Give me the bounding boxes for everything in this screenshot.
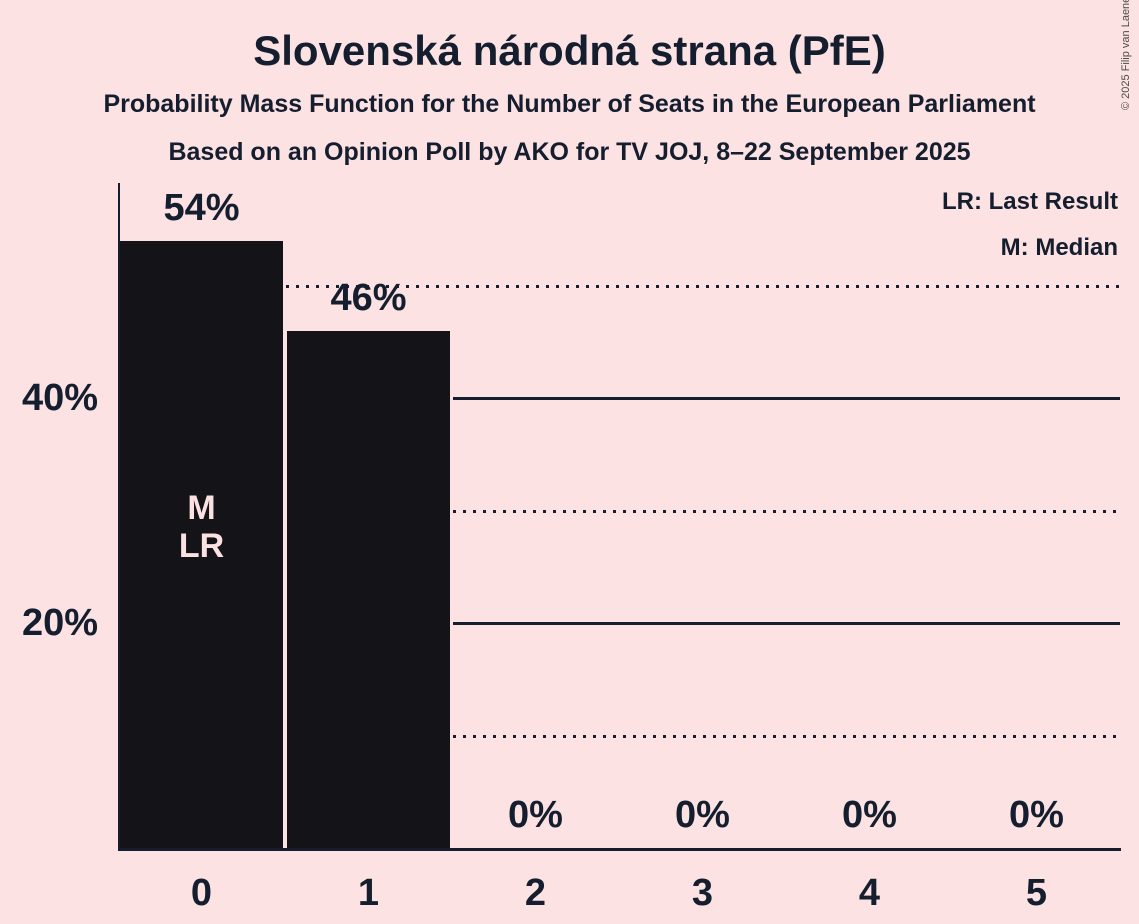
- x-axis-label-3: 3: [691, 872, 714, 914]
- bar-value-label-5: 0%: [1009, 794, 1064, 836]
- chart-subtitle: Probability Mass Function for the Number…: [103, 90, 1036, 118]
- bar-annotation-median-last-result: M LR: [120, 489, 283, 565]
- legend-entry-last-result: LR: Last Result: [941, 188, 1118, 215]
- gridline-dotted-50pct: [286, 284, 1120, 288]
- gridline-solid-40pct: [453, 397, 1120, 400]
- y-axis-line: [118, 183, 120, 851]
- bar-value-label-2: 0%: [508, 794, 563, 836]
- gridline-dotted-30pct: [453, 509, 1120, 513]
- bar-seats-0: [120, 240, 283, 848]
- legend: LR: Last Result M: Median: [942, 179, 1118, 271]
- x-axis-label-0: 0: [190, 872, 213, 914]
- bar-value-label-3: 0%: [675, 794, 730, 836]
- y-axis-label-40pct: 40%: [21, 377, 98, 419]
- bar-value-label-4: 0%: [842, 794, 897, 836]
- chart-source-note: Based on an Opinion Poll by AKO for TV J…: [168, 138, 971, 166]
- bar-seats-1: [287, 330, 450, 848]
- x-axis-label-4: 4: [858, 872, 881, 914]
- x-axis-label-5: 5: [1025, 872, 1048, 914]
- chart-title: Slovenská národná strana (PfE): [253, 27, 886, 74]
- bar-value-label-1: 46%: [330, 276, 407, 319]
- gridline-dotted-10pct: [453, 734, 1120, 738]
- bar-annotation-line-m: M: [187, 489, 216, 527]
- bar-value-label-0: 54%: [163, 186, 240, 229]
- x-axis-line: [118, 848, 1121, 851]
- x-axis-label-2: 2: [524, 872, 547, 914]
- x-axis-label-1: 1: [357, 872, 380, 914]
- bar-annotation-line-lr: LR: [178, 527, 225, 565]
- gridline-solid-20pct: [453, 622, 1120, 625]
- legend-entry-median: M: Median: [1000, 234, 1118, 261]
- y-axis-label-20pct: 20%: [21, 602, 98, 644]
